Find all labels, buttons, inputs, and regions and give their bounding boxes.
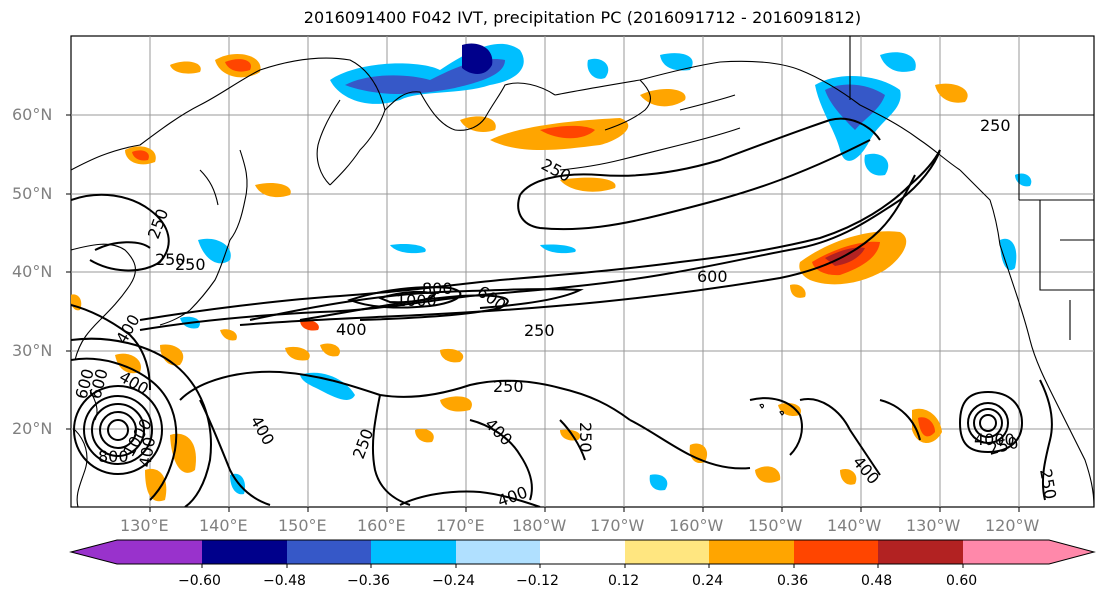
colorbar-segment	[709, 540, 794, 564]
colorbar-tick-label: 0.60	[946, 573, 978, 589]
lat-label: 30°N	[12, 341, 53, 360]
colorbar-segment	[71, 540, 202, 564]
colorbar-outline	[69, 539, 1096, 565]
lat-label: 50°N	[12, 184, 53, 203]
colorbar-tick-label: −0.12	[516, 573, 559, 589]
colorbar-segment	[287, 540, 371, 564]
contour-label: 250	[493, 377, 524, 396]
contour-label: 250	[155, 250, 186, 269]
colorbar-tick-label: 0.36	[777, 573, 809, 589]
lon-label: 140°E	[199, 516, 248, 535]
contour-label: 800	[98, 447, 129, 466]
lon-label: 160°W	[669, 516, 724, 535]
lat-label: 60°N	[12, 105, 53, 124]
ivt-contours	[71, 117, 1053, 507]
contour-label: 4000	[974, 430, 1015, 449]
lon-label: 170°W	[590, 516, 645, 535]
contour-label: 600	[697, 267, 728, 286]
precip-shading	[71, 43, 1032, 502]
contour-label: 1000	[396, 291, 437, 310]
lat-label: 40°N	[12, 262, 53, 281]
colorbar-segment	[963, 540, 1094, 564]
lon-label: 130°W	[906, 516, 961, 535]
colorbar-segment	[878, 540, 963, 564]
colorbar-segment	[625, 540, 709, 564]
axis-ticks	[66, 114, 1020, 512]
lon-label: 150°W	[748, 516, 803, 535]
colorbar-segment	[202, 540, 287, 564]
lon-label: 160°E	[357, 516, 406, 535]
colorbar-tick-label: −0.60	[178, 573, 221, 589]
colorbar-tick-label: −0.24	[432, 573, 475, 589]
map-title: 2016091400 F042 IVT, precipitation PC (2…	[303, 8, 862, 27]
contour-label: 250	[524, 321, 555, 340]
lat-label: 20°N	[12, 419, 53, 438]
lon-label: 180°W	[512, 516, 567, 535]
contour-label: 400	[336, 320, 367, 339]
colorbar-segment	[456, 540, 540, 564]
lon-label: 140°W	[827, 516, 882, 535]
colorbar-tick-label: 0.48	[861, 573, 893, 589]
colorbar-segment	[794, 540, 878, 564]
colorbar-tick-label: 0.24	[692, 573, 724, 589]
colorbar	[69, 539, 1096, 568]
contour-label: 800	[422, 279, 453, 298]
lon-label: 150°E	[278, 516, 327, 535]
lon-label: 130°E	[120, 516, 169, 535]
colorbar-tick-label: −0.36	[347, 573, 390, 589]
lon-label: 120°W	[985, 516, 1040, 535]
contour-label: 250	[175, 255, 206, 274]
colorbar-tick-label: −0.48	[263, 573, 306, 589]
colorbar-segment	[371, 540, 456, 564]
colorbar-tick-label: 0.12	[608, 573, 640, 589]
colorbar-segment	[540, 540, 625, 564]
contour-label: 250	[980, 116, 1011, 135]
lon-label: 170°E	[436, 516, 485, 535]
contour-label: 250	[576, 422, 595, 453]
coastlines	[71, 36, 1094, 507]
